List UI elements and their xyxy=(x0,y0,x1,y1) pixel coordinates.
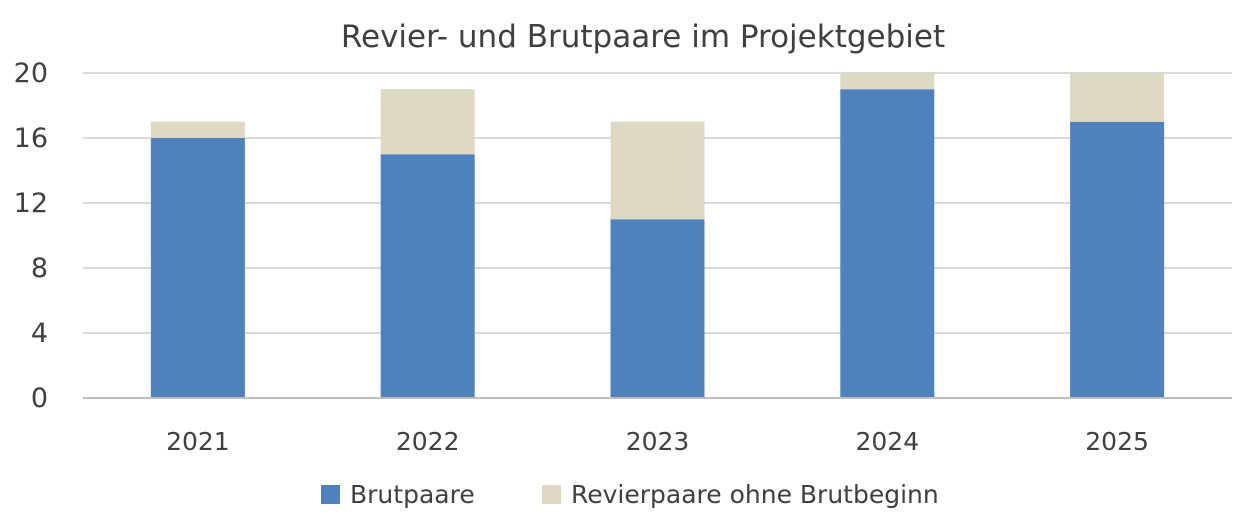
bar-2023-series-2 xyxy=(610,121,705,220)
bar-2022-series-1 xyxy=(380,154,475,398)
y-tick-label-8: 8 xyxy=(31,253,48,284)
bar-2023-series-1 xyxy=(610,219,705,398)
legend-swatch-brutpaare xyxy=(321,485,340,504)
y-tick-label-12: 12 xyxy=(14,188,48,219)
x-category-label-2025: 2025 xyxy=(1085,427,1149,456)
bar-2024-series-2 xyxy=(840,73,935,90)
y-tick-label-20: 20 xyxy=(14,58,48,89)
bar-2021-series-1 xyxy=(150,138,245,398)
bar-2024-series-1 xyxy=(840,89,935,398)
bar-2022-series-2 xyxy=(380,89,475,155)
legend-label-revierpaare: Revierpaare ohne Brutbeginn xyxy=(571,480,939,509)
chart-title: Revier- und Brutpaare im Projektgebiet xyxy=(341,19,945,55)
bar-2025-series-1 xyxy=(1070,121,1165,398)
x-category-label-2022: 2022 xyxy=(396,427,460,456)
bar-2025-series-2 xyxy=(1070,73,1165,122)
y-tick-label-16: 16 xyxy=(14,123,48,154)
legend-label-brutpaare: Brutpaare xyxy=(350,480,475,509)
legend-swatch-revierpaare xyxy=(542,485,561,504)
y-tick-label-0: 0 xyxy=(31,383,48,414)
bar-2021-series-2 xyxy=(150,121,245,138)
legend: Brutpaare Revierpaare ohne Brutbeginn xyxy=(321,480,939,509)
x-axis-categories: 2021 2022 2023 2024 2025 xyxy=(166,427,1149,456)
x-category-label-2021: 2021 xyxy=(166,427,230,456)
x-category-label-2024: 2024 xyxy=(855,427,919,456)
x-category-label-2023: 2023 xyxy=(626,427,690,456)
y-tick-label-4: 4 xyxy=(31,318,48,349)
bars xyxy=(150,73,1165,398)
y-axis-ticks: 0 4 8 12 16 20 xyxy=(14,58,48,414)
